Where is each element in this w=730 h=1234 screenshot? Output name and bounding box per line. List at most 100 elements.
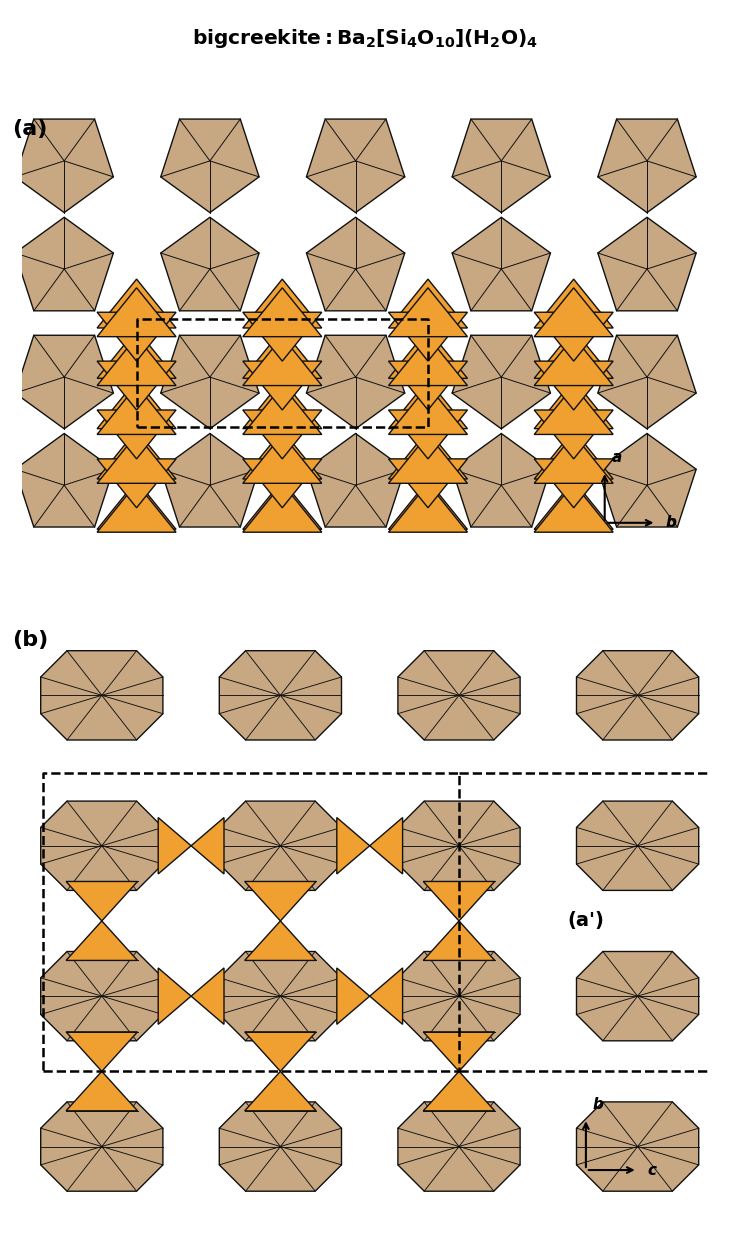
Polygon shape	[577, 801, 699, 891]
Polygon shape	[243, 380, 322, 428]
Polygon shape	[97, 380, 176, 428]
Polygon shape	[161, 433, 259, 527]
Polygon shape	[534, 329, 613, 379]
Polygon shape	[97, 459, 176, 507]
Polygon shape	[534, 385, 613, 434]
Polygon shape	[452, 336, 550, 428]
Polygon shape	[243, 459, 322, 507]
Polygon shape	[534, 484, 613, 532]
Polygon shape	[219, 1102, 342, 1191]
Polygon shape	[388, 329, 467, 379]
Polygon shape	[398, 650, 520, 740]
Polygon shape	[598, 217, 696, 311]
Polygon shape	[398, 951, 520, 1040]
Polygon shape	[388, 385, 467, 434]
Polygon shape	[388, 480, 467, 529]
Polygon shape	[388, 434, 467, 484]
Polygon shape	[243, 288, 322, 337]
Polygon shape	[66, 1032, 137, 1071]
Polygon shape	[97, 362, 176, 410]
Polygon shape	[243, 362, 322, 410]
Polygon shape	[577, 650, 699, 740]
Polygon shape	[66, 881, 137, 921]
Polygon shape	[307, 118, 404, 212]
Polygon shape	[66, 1071, 137, 1111]
Polygon shape	[97, 480, 176, 529]
Polygon shape	[452, 433, 550, 527]
Polygon shape	[66, 921, 137, 960]
Polygon shape	[388, 337, 467, 385]
Text: (a'): (a')	[567, 912, 604, 930]
Polygon shape	[15, 217, 113, 311]
Polygon shape	[243, 434, 322, 484]
Polygon shape	[161, 217, 259, 311]
Polygon shape	[307, 217, 404, 311]
Polygon shape	[534, 362, 613, 410]
Polygon shape	[598, 433, 696, 527]
Polygon shape	[97, 288, 176, 337]
Polygon shape	[245, 881, 316, 921]
Polygon shape	[388, 312, 467, 362]
Polygon shape	[337, 818, 369, 874]
Polygon shape	[245, 1071, 316, 1111]
Polygon shape	[398, 1102, 520, 1191]
Polygon shape	[534, 380, 613, 428]
Polygon shape	[243, 329, 322, 379]
Polygon shape	[388, 410, 467, 459]
Text: (b): (b)	[12, 629, 49, 649]
Polygon shape	[388, 431, 467, 479]
Text: $\mathbf{bigcreekite: Ba_2[Si_4O_{10}](H_2O)_4}$: $\mathbf{bigcreekite: Ba_2[Si_4O_{10}](H…	[192, 27, 538, 51]
Polygon shape	[388, 459, 467, 507]
Polygon shape	[161, 118, 259, 212]
Polygon shape	[41, 1102, 163, 1191]
Polygon shape	[15, 118, 113, 212]
Polygon shape	[219, 650, 342, 740]
Polygon shape	[243, 385, 322, 434]
Text: (a): (a)	[12, 118, 48, 138]
Polygon shape	[337, 967, 369, 1024]
Polygon shape	[158, 967, 191, 1024]
Polygon shape	[534, 410, 613, 459]
Polygon shape	[191, 967, 224, 1024]
Polygon shape	[97, 312, 176, 362]
Polygon shape	[534, 459, 613, 507]
Polygon shape	[219, 951, 342, 1040]
Polygon shape	[598, 118, 696, 212]
Polygon shape	[158, 818, 191, 874]
Polygon shape	[41, 951, 163, 1040]
Polygon shape	[452, 217, 550, 311]
Polygon shape	[423, 1032, 495, 1071]
Polygon shape	[219, 801, 342, 891]
Polygon shape	[388, 362, 467, 410]
Polygon shape	[598, 336, 696, 428]
Polygon shape	[97, 329, 176, 379]
Text: c: c	[647, 1162, 656, 1177]
Polygon shape	[243, 312, 322, 362]
Polygon shape	[191, 818, 224, 874]
Polygon shape	[534, 434, 613, 484]
Polygon shape	[388, 380, 467, 428]
Polygon shape	[245, 1032, 316, 1071]
Polygon shape	[534, 480, 613, 529]
Polygon shape	[41, 801, 163, 891]
Polygon shape	[243, 337, 322, 385]
Polygon shape	[534, 279, 613, 328]
Polygon shape	[243, 431, 322, 479]
Polygon shape	[161, 336, 259, 428]
Polygon shape	[423, 921, 495, 960]
Polygon shape	[388, 288, 467, 337]
Text: b: b	[593, 1097, 604, 1112]
Polygon shape	[41, 650, 163, 740]
Text: a: a	[611, 449, 621, 465]
Polygon shape	[97, 279, 176, 328]
Polygon shape	[577, 1102, 699, 1191]
Polygon shape	[245, 921, 316, 960]
Polygon shape	[243, 279, 322, 328]
Polygon shape	[534, 288, 613, 337]
Polygon shape	[577, 951, 699, 1040]
Polygon shape	[243, 484, 322, 532]
Polygon shape	[534, 431, 613, 479]
Polygon shape	[97, 434, 176, 484]
Polygon shape	[243, 410, 322, 459]
Polygon shape	[534, 337, 613, 385]
